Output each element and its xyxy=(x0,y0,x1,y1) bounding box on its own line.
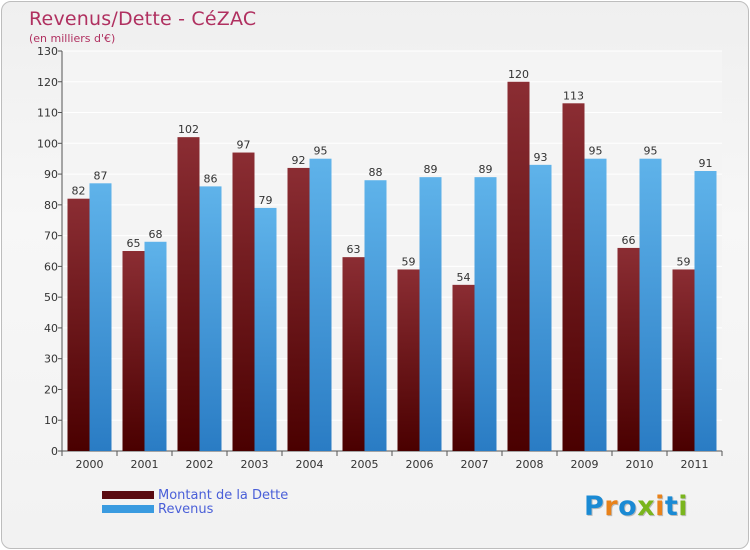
data-label-revenue: 95 xyxy=(589,145,603,158)
data-label-debt: 102 xyxy=(178,123,199,136)
gridlines xyxy=(62,50,722,452)
x-tick-label: 2006 xyxy=(406,458,434,471)
x-tick-label: 2002 xyxy=(186,458,214,471)
y-tick-label: 120 xyxy=(37,76,58,89)
bar-debt xyxy=(232,152,255,452)
legend-swatch-revenue xyxy=(102,505,154,513)
y-tick-label: 40 xyxy=(44,322,58,335)
bars xyxy=(67,81,717,452)
data-label-revenue: 87 xyxy=(94,169,108,182)
legend-label-revenue: Revenus xyxy=(158,501,214,517)
y-tick-label: 10 xyxy=(44,414,58,427)
bar-debt xyxy=(452,284,475,451)
y-tick-label: 0 xyxy=(51,445,58,458)
y-tick-label: 130 xyxy=(37,45,58,58)
data-label-debt: 113 xyxy=(563,89,584,102)
x-tick-label: 2005 xyxy=(351,458,379,471)
bar-debt xyxy=(177,137,200,451)
bar-debt xyxy=(122,251,145,451)
data-label-revenue: 89 xyxy=(479,163,493,176)
bar-revenue xyxy=(254,207,277,451)
legend: Montant de la Dette Revenus xyxy=(102,487,289,517)
x-tick-label: 2001 xyxy=(131,458,159,471)
bar-debt xyxy=(617,247,640,451)
x-tick-label: 2007 xyxy=(461,458,489,471)
y-tick-label: 60 xyxy=(44,260,58,273)
data-label-revenue: 68 xyxy=(149,228,163,241)
bar-revenue xyxy=(144,241,167,451)
bar-debt xyxy=(672,269,695,451)
bar-revenue xyxy=(419,177,442,451)
data-label-debt: 92 xyxy=(292,154,306,167)
chart-subtitle: (en milliers d'€) xyxy=(29,32,116,45)
y-tick-label: 100 xyxy=(37,137,58,150)
logo-letter: r xyxy=(604,491,619,522)
logo-letter: P xyxy=(584,491,605,522)
data-label-revenue: 95 xyxy=(314,145,328,158)
y-tick-label: 20 xyxy=(44,383,58,396)
bar-revenue xyxy=(364,180,387,451)
bar-debt xyxy=(507,81,530,452)
logo-letter: x xyxy=(637,491,656,522)
chart-title: Revenus/Dette - CéZAC xyxy=(29,8,257,30)
x-tick-label: 2004 xyxy=(296,458,324,471)
logo-letter: i xyxy=(655,491,665,522)
data-label-revenue: 91 xyxy=(699,157,713,170)
data-label-revenue: 86 xyxy=(204,172,218,185)
data-label-debt: 65 xyxy=(127,237,141,250)
legend-swatch-debt xyxy=(102,491,154,499)
x-tick-label: 2010 xyxy=(626,458,654,471)
data-label-debt: 63 xyxy=(347,243,361,256)
bar-debt xyxy=(67,198,90,451)
bar-revenue xyxy=(694,171,717,451)
x-tick-label: 2000 xyxy=(76,458,104,471)
data-label-revenue: 79 xyxy=(259,194,273,207)
y-tick-label: 70 xyxy=(44,230,58,243)
x-tick-label: 2003 xyxy=(241,458,269,471)
data-label-revenue: 88 xyxy=(369,166,383,179)
bar-revenue xyxy=(89,183,112,452)
data-label-revenue: 95 xyxy=(644,145,658,158)
x-tick-label: 2009 xyxy=(571,458,599,471)
legend-item-debt: Montant de la Dette xyxy=(102,487,289,503)
bar-revenue xyxy=(584,158,607,451)
y-tick-label: 90 xyxy=(44,168,58,181)
data-label-debt: 97 xyxy=(237,139,251,152)
bar-revenue xyxy=(639,158,662,451)
data-label-revenue: 93 xyxy=(534,151,548,164)
bar-debt xyxy=(562,103,585,452)
axes: 0 10 20 30 40 50 60 70 80 90 100 110 120 130 2000 2001 2… xyxy=(37,45,723,471)
data-label-debt: 120 xyxy=(508,68,529,81)
data-label-debt: 59 xyxy=(402,255,416,268)
plot-area xyxy=(62,51,722,451)
y-tick-label: 110 xyxy=(37,107,58,120)
legend-item-revenue: Revenus xyxy=(102,501,288,517)
logo-letter: t xyxy=(664,491,679,522)
bar-revenue xyxy=(199,186,222,451)
bar-debt xyxy=(342,257,365,451)
legend-label-debt: Montant de la Dette xyxy=(158,487,289,503)
bar-debt xyxy=(287,167,310,451)
bar-revenue xyxy=(529,164,552,451)
logo-letter: i xyxy=(678,491,689,522)
bar-revenue xyxy=(474,177,497,451)
bar-debt xyxy=(397,269,420,451)
data-label-debt: 66 xyxy=(622,234,636,247)
proxiti-logo: Proxiti xyxy=(584,491,688,522)
x-tick-label: 2008 xyxy=(516,458,544,471)
data-label-debt: 59 xyxy=(677,255,691,268)
data-label-debt: 82 xyxy=(72,185,86,198)
y-tick-label: 50 xyxy=(44,291,58,304)
data-labels: 82 87 65 68 102 86 97 79 92 95 63 88 59 89 54 89 120 93 11… xyxy=(72,68,713,284)
data-label-debt: 54 xyxy=(457,271,471,284)
data-label-revenue: 89 xyxy=(424,163,438,176)
bar-revenue xyxy=(309,158,332,451)
logo-letter: o xyxy=(618,491,638,522)
x-tick-label: 2011 xyxy=(681,458,709,471)
y-tick-label: 80 xyxy=(44,199,58,212)
y-tick-label: 30 xyxy=(44,353,58,366)
